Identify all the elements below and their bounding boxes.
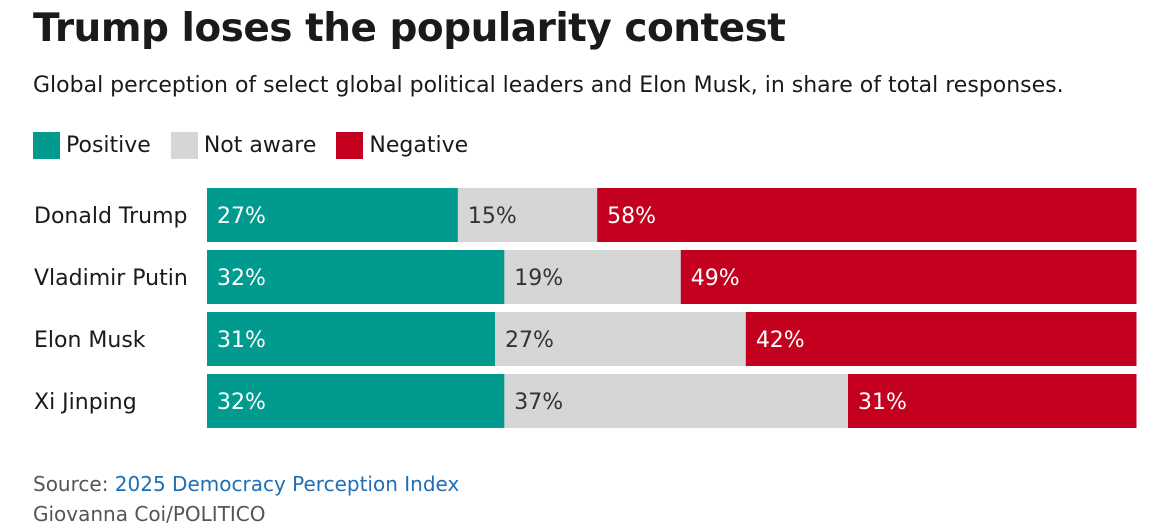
legend-label-positive: Positive [66, 133, 151, 158]
chart-subtitle: Global perception of select global polit… [33, 73, 1064, 98]
data-label-xi-jinping-positive: 32% [217, 390, 266, 415]
stacked-bar-chart: Donald Trump 27% 15% 58% Vladimir Putin 32% 19… [34, 188, 1137, 428]
category-label-elon-musk: Elon Musk [34, 328, 146, 353]
data-label-xi-jinping-not-aware: 37% [514, 390, 563, 415]
legend-item-negative: Negative [336, 132, 468, 159]
legend-item-not-aware: Not aware [170, 132, 317, 159]
category-label-vladimir-putin: Vladimir Putin [34, 266, 188, 291]
legend-label-negative: Negative [369, 133, 469, 158]
credit-line: Giovanna Coi/POLITICO [33, 502, 266, 526]
chart-title: Trump loses the popularity contest [33, 6, 786, 51]
footer: Source: 2025 Democracy Perception Index … [33, 469, 459, 529]
bar-xi-jinping-negative [848, 374, 1137, 428]
legend-swatch-positive [33, 132, 60, 159]
legend-label-not-aware: Not aware [203, 133, 317, 158]
legend-swatch-negative [336, 132, 364, 159]
source-line: Source: 2025 Democracy Perception Index [33, 469, 459, 499]
bar-elon-musk-positive [207, 312, 496, 366]
legend-swatch-not-aware [170, 132, 198, 159]
bar-xi-jinping-not-aware [504, 374, 849, 428]
bar-elon-musk-negative [745, 312, 1137, 366]
data-label-elon-musk-negative: 42% [756, 328, 805, 353]
data-label-donald-trump-not-aware: 15% [468, 204, 517, 229]
data-label-donald-trump-negative: 58% [607, 204, 656, 229]
category-label-donald-trump: Donald Trump [34, 204, 187, 229]
category-label-xi-jinping: Xi Jinping [34, 390, 137, 415]
bar-donald-trump-negative [597, 188, 1137, 242]
bar-vladimir-putin-negative [680, 250, 1137, 304]
source-link[interactable]: 2025 Democracy Perception Index [114, 472, 460, 496]
bar-xi-jinping-positive [207, 374, 505, 428]
bar-elon-musk-not-aware [494, 312, 747, 366]
data-label-vladimir-putin-negative: 49% [691, 266, 740, 291]
data-label-donald-trump-positive: 27% [217, 204, 266, 229]
legend: Positive Not aware Negative [33, 132, 488, 159]
bar-vladimir-putin-not-aware [504, 250, 682, 304]
data-label-vladimir-putin-positive: 32% [217, 266, 266, 291]
source-prefix: Source: [33, 472, 115, 496]
data-label-elon-musk-positive: 31% [217, 328, 266, 353]
bar-donald-trump-positive [207, 188, 459, 242]
bar-vladimir-putin-positive [207, 250, 505, 304]
legend-item-positive: Positive [33, 132, 151, 159]
data-label-elon-musk-not-aware: 27% [505, 328, 554, 353]
bar-donald-trump-not-aware [457, 188, 598, 242]
data-label-xi-jinping-negative: 31% [858, 390, 907, 415]
data-label-vladimir-putin-not-aware: 19% [514, 266, 563, 291]
